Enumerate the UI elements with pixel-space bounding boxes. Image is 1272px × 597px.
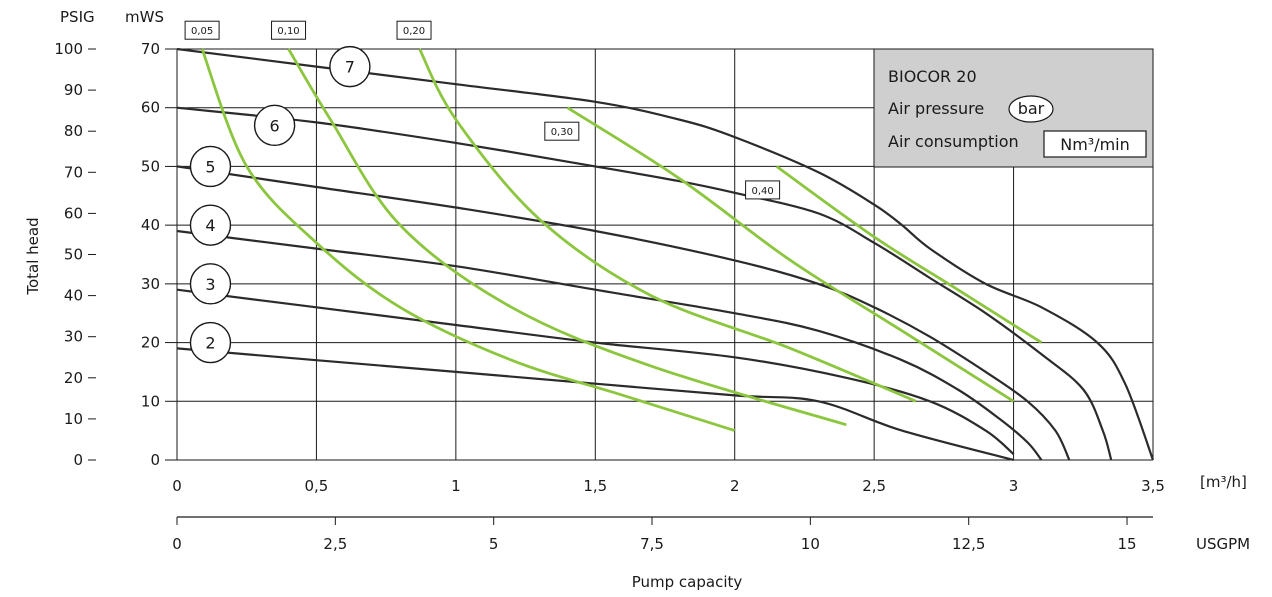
- usgpm-tick-label: 15: [1117, 535, 1136, 553]
- pressure-label-circle: [189, 204, 232, 246]
- pressure-label-circle: [189, 321, 232, 364]
- usgpm-tick-label: 7,5: [640, 535, 664, 553]
- legend-air-pressure-label: Air pressure: [888, 99, 984, 118]
- mws-axis-label: mWS: [125, 8, 164, 26]
- mws-tick-label: 40: [141, 216, 160, 234]
- legend-title: BIOCOR 20: [888, 67, 977, 86]
- legend-air-consumption-symbol: [1043, 130, 1147, 158]
- pressure-label: 2: [205, 334, 215, 353]
- psig-tick-label: 50: [64, 246, 83, 264]
- x-tick-label: 0: [172, 477, 182, 495]
- air-consumption-curve: [775, 165, 1043, 344]
- x-tick-label: 1,5: [583, 477, 607, 495]
- pressure-label: 3: [205, 275, 215, 294]
- pressure-curve-2: [176, 347, 1014, 462]
- air-consumption-label-box: [544, 121, 580, 141]
- mws-tick-label: 20: [141, 334, 160, 352]
- pressure-label: 7: [345, 58, 355, 77]
- legend: BIOCOR 20 Air pressure bar Air consumpti…: [873, 48, 1154, 168]
- legend-air-pressure-unit: bar: [1018, 99, 1045, 118]
- usgpm-tick-label: 10: [801, 535, 820, 553]
- pressure-curve-3: [176, 288, 1015, 455]
- x-tick-label: 3: [1009, 477, 1019, 495]
- pressure-curves: [176, 47, 1155, 462]
- legend-air-consumption-label: Air consumption: [888, 132, 1019, 151]
- pressure-label-circle: [189, 145, 232, 188]
- pressure-curve-5: [176, 165, 1071, 461]
- mws-tick-label: 60: [141, 99, 160, 117]
- pressure-label: 4: [205, 216, 215, 235]
- y-axis-title: Total head: [24, 217, 42, 295]
- air-consumption-curve: [200, 48, 736, 432]
- psig-tick-label: 0: [73, 451, 83, 469]
- mws-tick-label: 70: [141, 40, 160, 58]
- x-axis-unit: [m³/h]: [1200, 473, 1247, 491]
- pressure-label: 5: [205, 157, 215, 176]
- pressure-label-circle: [329, 45, 371, 88]
- tick-labels: 0 0,5 1 1,5 2 2,5 3 3,5010203040506070010203040…: [54, 40, 1165, 553]
- mws-tick-label: 10: [141, 392, 160, 410]
- psig-tick-label: 80: [64, 122, 83, 140]
- pressure-label-circle: [253, 104, 296, 147]
- x-tick-label: 2: [730, 477, 740, 495]
- pressure-label: 6: [270, 116, 280, 135]
- mws-tick-label: 50: [141, 157, 160, 175]
- pressure-curve-4: [176, 229, 1043, 461]
- psig-axis-label: PSIG: [60, 8, 95, 26]
- psig-tick-label: 10: [64, 410, 83, 428]
- air-consumption-label: 0,30: [551, 127, 573, 138]
- usgpm-axis-unit: USGPM: [1196, 535, 1250, 553]
- air-consumption-label-box: [271, 20, 307, 40]
- mws-tick-label: 0: [150, 451, 160, 469]
- psig-tick-label: 40: [64, 287, 83, 305]
- air-consumption-label-box: [396, 20, 432, 40]
- psig-tick-label: 90: [64, 81, 83, 99]
- x-axis-title: Pump capacity: [632, 573, 743, 591]
- air-consumption-label-box: [184, 20, 220, 40]
- air-consumption-label-box: [745, 180, 781, 200]
- x-tick-label: 0,5: [304, 477, 328, 495]
- air-consumption-label: 0,40: [751, 186, 773, 197]
- pressure-label-circle: [189, 263, 232, 305]
- x-tick-label: 2,5: [862, 477, 886, 495]
- air-consumption-curve: [566, 106, 1015, 403]
- x-tick-label: 1: [451, 477, 461, 495]
- air-consumption-label: 0,10: [277, 26, 299, 37]
- air-consumption-label: 0,20: [403, 26, 425, 37]
- air-consumption-label: 0,05: [191, 26, 213, 37]
- curve-labels: 7 6 5 4 3 2 0,05 0,10 0,20 0,30 0,40: [184, 20, 781, 364]
- pressure-curve-6: [176, 106, 1113, 461]
- usgpm-tick-label: 2,5: [323, 535, 347, 553]
- legend-air-consumption-unit: Nm³/min: [1060, 135, 1130, 154]
- mws-tick-label: 30: [141, 275, 160, 293]
- usgpm-tick-label: 12,5: [952, 535, 985, 553]
- usgpm-tick-label: 5: [489, 535, 499, 553]
- legend-air-pressure-symbol: [1008, 95, 1054, 123]
- x-tick-label: 3,5: [1141, 477, 1165, 495]
- psig-tick-label: 70: [64, 163, 83, 181]
- psig-tick-label: 60: [64, 204, 83, 222]
- air-consumption-curve: [287, 48, 847, 427]
- psig-tick-label: 30: [64, 328, 83, 346]
- psig-tick-label: 100: [54, 40, 83, 58]
- air-consumption-curves: [200, 48, 1043, 432]
- pressure-curve-7: [176, 47, 1155, 461]
- usgpm-tick-label: 0: [172, 535, 182, 553]
- psig-tick-label: 20: [64, 369, 83, 387]
- air-consumption-curve: [418, 48, 917, 403]
